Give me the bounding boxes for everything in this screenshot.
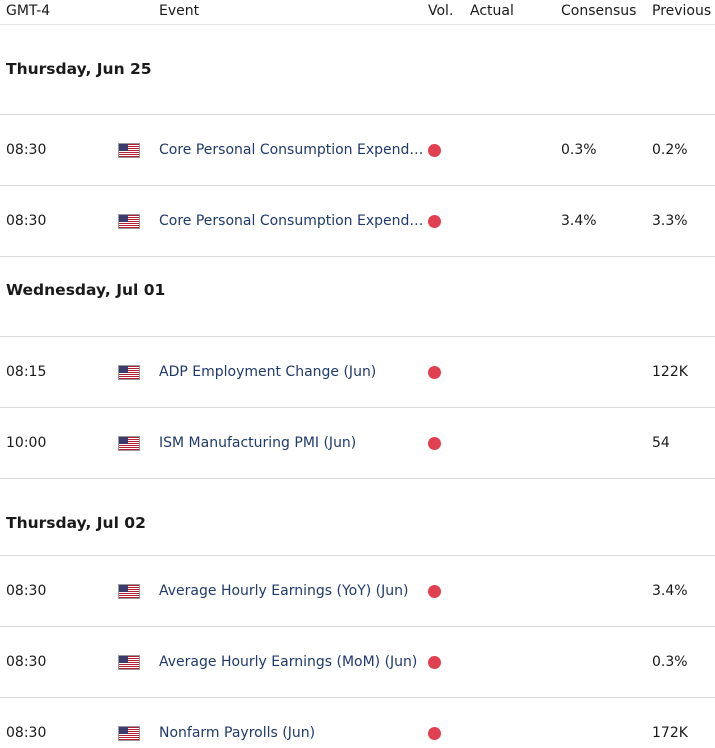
high-volatility-dot-icon [428,727,441,740]
high-volatility-dot-icon [428,144,441,157]
high-volatility-dot-icon [428,437,441,450]
volatility-column-header: Vol. [428,3,454,19]
event-name[interactable]: Average Hourly Earnings (MoM) (Jun) [159,654,418,670]
calendar-header: GMT-4 Event Vol. Actual Consensus Previo… [0,0,715,25]
event-time: 08:30 [6,142,47,158]
day-header: Thursday, Jul 02 [0,479,715,556]
event-time: 10:00 [6,435,47,451]
day-label: Thursday, Jul 02 [6,514,146,532]
previous-column-header: Previous [652,3,712,19]
event-consensus: 0.3% [561,142,597,158]
event-name[interactable]: Average Hourly Earnings (YoY) (Jun) [159,583,409,599]
event-row[interactable]: 08:30 Average Hourly Earnings (MoM) (Jun… [0,627,715,698]
event-row[interactable]: 08:15 ADP Employment Change (Jun) 122K [0,337,715,408]
event-name[interactable]: Nonfarm Payrolls (Jun) [159,725,316,741]
event-previous: 0.2% [652,142,688,158]
event-previous: 172K [652,725,688,741]
event-name[interactable]: ISM Manufacturing PMI (Jun) [159,435,357,451]
us-flag-icon [118,436,140,451]
us-flag-icon [118,726,140,741]
timezone-header[interactable]: GMT-4 [6,3,51,19]
event-consensus: 3.4% [561,213,597,229]
event-time: 08:30 [6,583,47,599]
event-time: 08:15 [6,364,47,380]
event-row[interactable]: 08:30 Core Personal Consumption Expendit… [0,186,715,257]
event-row[interactable]: 10:00 ISM Manufacturing PMI (Jun) 54 [0,408,715,479]
us-flag-icon [118,365,140,380]
event-column-header: Event [159,3,200,19]
day-header: Wednesday, Jul 01 [0,257,715,337]
event-name[interactable]: Core Personal Consumption Expenditures [159,142,427,158]
event-name[interactable]: ADP Employment Change (Jun) [159,364,377,380]
event-row[interactable]: 08:30 Average Hourly Earnings (YoY) (Jun… [0,556,715,627]
us-flag-icon [118,655,140,670]
event-row[interactable]: 08:30 Core Personal Consumption Expendit… [0,115,715,186]
high-volatility-dot-icon [428,585,441,598]
day-header: Thursday, Jun 25 [0,25,715,115]
day-label: Thursday, Jun 25 [6,60,152,78]
event-previous: 3.4% [652,583,688,599]
us-flag-icon [118,143,140,158]
event-row[interactable]: 08:30 Nonfarm Payrolls (Jun) 172K [0,698,715,748]
event-time: 08:30 [6,213,47,229]
high-volatility-dot-icon [428,366,441,379]
event-previous: 0.3% [652,654,688,670]
us-flag-icon [118,584,140,599]
event-time: 08:30 [6,725,47,741]
high-volatility-dot-icon [428,215,441,228]
high-volatility-dot-icon [428,656,441,669]
event-previous: 3.3% [652,213,688,229]
us-flag-icon [118,214,140,229]
day-label: Wednesday, Jul 01 [6,281,166,299]
actual-column-header: Actual [470,3,514,19]
event-previous: 54 [652,435,670,451]
event-time: 08:30 [6,654,47,670]
event-name[interactable]: Core Personal Consumption Expenditures [159,213,427,229]
consensus-column-header: Consensus [561,3,637,19]
event-previous: 122K [652,364,688,380]
